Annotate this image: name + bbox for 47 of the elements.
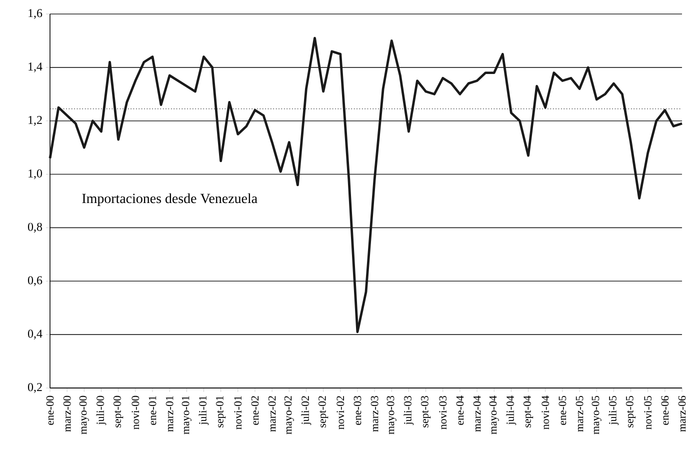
y-tick-label: 1,6 (28, 9, 42, 19)
x-tick-label: marz-05 (576, 396, 584, 432)
x-tick-label: juli-05 (608, 396, 619, 426)
x-tick-label: juli-03 (404, 396, 414, 426)
x-tick-label: mayo-02 (284, 396, 294, 434)
x-tick-label: ene-06 (661, 396, 669, 425)
y-tick-label: 0,2 (28, 383, 42, 393)
x-tick-label: novi-04 (542, 396, 550, 430)
x-tick-label: mayo-04 (489, 396, 499, 434)
x-tick-label: sept-00 (114, 396, 124, 428)
x-tick-label: juli-01 (198, 396, 209, 426)
x-tick-label: novi-02 (336, 396, 344, 430)
y-tick-label: 1,0 (28, 169, 42, 180)
x-tick-label: sept-02 (318, 396, 328, 428)
x-tick-label: marz-06 (678, 396, 686, 432)
y-tick-label: 0,6 (28, 276, 42, 286)
x-tick-label: ene-01 (148, 396, 156, 425)
x-tick-label: ene-05 (558, 396, 566, 425)
x-tick-label: sept-03 (420, 396, 431, 428)
x-tick-label: ene-04 (456, 396, 464, 425)
x-tick-label: juli-04 (506, 396, 516, 426)
x-tick-label: novi-00 (132, 396, 140, 430)
y-tick-label: 0,4 (28, 330, 42, 340)
x-tick-label: mayo-01 (182, 396, 192, 434)
x-tick-label: marz-02 (268, 396, 276, 432)
x-tick-label: sept-05 (626, 396, 636, 428)
text: Importaciones desde Venezuela (82, 193, 258, 206)
x-tick-label: ene-03 (354, 396, 362, 425)
y-tick-label: 0,8 (28, 222, 42, 233)
x-tick-label: sept-01 (216, 396, 226, 428)
x-tick-label: juli-02 (301, 396, 312, 426)
x-tick-label: marz-04 (473, 396, 481, 432)
x-tick-label: mayo-00 (79, 396, 89, 434)
x-tick-label: ene-00 (46, 396, 54, 425)
x-tick-label: mayo-05 (592, 396, 602, 434)
x-tick-label: mayo-03 (386, 396, 396, 434)
x-tick-label: juli-00 (96, 396, 106, 426)
x-tick-label: ene-02 (251, 396, 259, 425)
y-tick-label: 1,2 (28, 116, 42, 126)
x-tick-label: marz-01 (166, 396, 174, 432)
x-tick-label: sept-04 (523, 396, 534, 428)
x-tick-label: novi-01 (234, 396, 242, 430)
x-tick-label: marz-00 (63, 396, 71, 432)
x-tick-label: novi-05 (644, 396, 652, 430)
x-tick-label: marz-03 (370, 396, 378, 432)
y-tick-label: 1,4 (28, 62, 42, 72)
x-tick-label: novi-03 (439, 396, 447, 430)
